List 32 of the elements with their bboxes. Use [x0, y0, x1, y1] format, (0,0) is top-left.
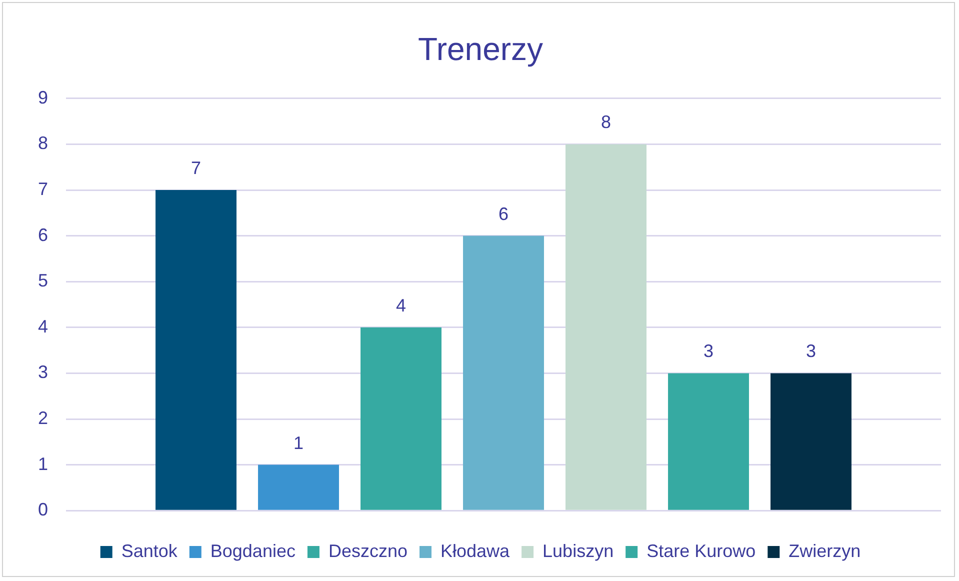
legend-label: Bogdaniec	[210, 540, 296, 561]
y-tick-label: 8	[38, 133, 48, 154]
data-label: 3	[703, 341, 714, 362]
y-tick-label: 3	[38, 362, 48, 382]
data-label: 3	[806, 341, 816, 362]
bar	[668, 373, 749, 510]
bar	[258, 464, 339, 510]
y-tick-label: 9	[38, 87, 48, 108]
chart-title: Trenerzy	[418, 31, 544, 68]
legend-label: Santok	[121, 540, 178, 561]
legend-label: Kłodawa	[440, 540, 511, 561]
y-tick-label: 5	[38, 270, 48, 291]
y-tick-label: 2	[38, 408, 48, 428]
y-tick-label: 7	[38, 178, 48, 199]
data-label: 7	[191, 158, 202, 178]
legend-label: Stare Kurowo	[646, 540, 756, 561]
bar	[770, 373, 852, 510]
bar	[360, 327, 442, 510]
bar	[156, 190, 236, 510]
legend-label: Zwierzyn	[788, 540, 861, 561]
bar	[463, 236, 544, 510]
y-tick-label: 0	[38, 500, 48, 520]
data-label: 4	[396, 295, 406, 316]
bar	[566, 144, 646, 510]
y-tick-label: 6	[38, 224, 48, 245]
y-tick-label: 4	[38, 316, 48, 336]
data-label: 1	[294, 432, 304, 453]
legend-label: Deszczno	[328, 540, 408, 561]
data-label: 6	[498, 204, 509, 224]
legend-label: Lubiszyn	[542, 540, 614, 561]
y-tick-label: 1	[38, 454, 48, 474]
data-label: 8	[600, 112, 612, 132]
